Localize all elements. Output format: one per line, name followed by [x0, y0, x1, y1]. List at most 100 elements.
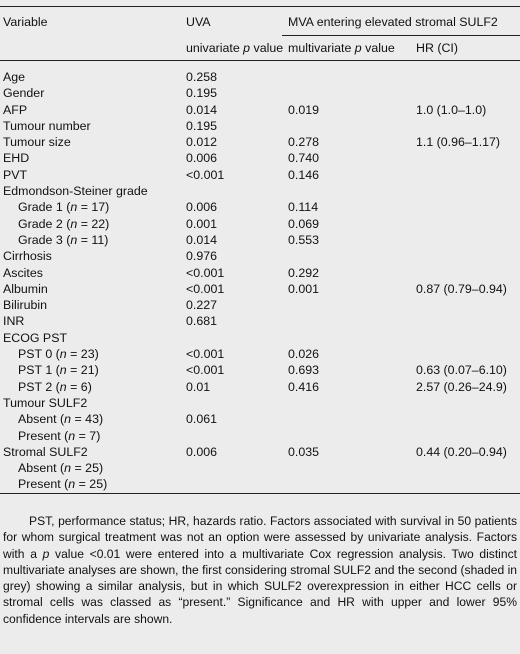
cell-multivariate-p — [282, 476, 412, 494]
cell-multivariate-p — [282, 118, 412, 134]
table-row: Stromal SULF2 0.006 0.035 0.44 (0.20–0.94) — [0, 444, 520, 460]
variable-label-pre: Grade 3 ( — [18, 232, 71, 247]
table-row: Gender 0.195 — [0, 85, 520, 101]
variable-label-pre: PST 0 ( — [18, 347, 60, 362]
cell-variable: Edmondson-Steiner grade — [3, 184, 148, 199]
cell-variable: ECOG PST — [3, 330, 68, 345]
variable-label-pre: Present ( — [18, 428, 69, 443]
header-mva: MVA entering elevated stromal SULF2 — [282, 6, 520, 36]
table-footnote: PST, performance status; HR, hazards rat… — [3, 513, 517, 627]
cell-univariate-p — [172, 183, 282, 199]
variable-label-post: = 43) — [71, 412, 104, 427]
cell-univariate-p — [172, 476, 282, 494]
table-row: Grade 2 (n = 22) 0.001 0.069 — [0, 216, 520, 232]
cell-multivariate-p: 0.553 — [288, 232, 320, 247]
cell-multivariate-p: 0.292 — [288, 265, 320, 280]
cell-multivariate-p: 0.001 — [288, 281, 320, 296]
cell-variable: Ascites — [3, 265, 43, 280]
variable-label-post: = 7) — [75, 428, 101, 443]
cell-variable: Grade 3 (n = 11) — [0, 232, 172, 248]
variable-n-italic: n — [59, 379, 67, 394]
cell-hr — [412, 330, 520, 346]
header-uva: UVA — [172, 6, 282, 36]
cell-hr — [412, 313, 520, 329]
cell-hr: 2.57 (0.26–24.9) — [416, 379, 507, 394]
cell-variable: Tumour size — [3, 135, 71, 150]
cell-variable: Stromal SULF2 — [3, 444, 88, 459]
cell-univariate-p: <0.001 — [186, 265, 225, 280]
cell-univariate-p: <0.001 — [186, 281, 225, 296]
table-row: AFP 0.014 0.019 1.0 (1.0–1.0) — [0, 102, 520, 118]
cell-univariate-p — [172, 395, 282, 411]
cell-hr — [412, 150, 520, 166]
cell-univariate-p: 0.014 — [186, 232, 218, 247]
cell-multivariate-p — [282, 395, 412, 411]
footnote-p-italic: p — [42, 546, 50, 561]
cell-variable: EHD — [3, 151, 30, 166]
cell-univariate-p: 0.258 — [186, 70, 218, 84]
cell-hr: 0.87 (0.79–0.94) — [416, 281, 507, 296]
cell-multivariate-p: 0.278 — [288, 135, 320, 150]
cell-variable: Albumin — [3, 281, 48, 296]
cell-univariate-p: 0.001 — [186, 216, 218, 231]
cell-variable: Present (n = 7) — [0, 428, 172, 444]
cell-hr — [412, 411, 520, 427]
table-row: Bilirubin 0.227 — [0, 297, 520, 313]
cell-hr — [412, 199, 520, 215]
variable-label-post: = 25) — [71, 461, 104, 476]
cell-multivariate-p — [282, 183, 412, 199]
cell-variable: AFP — [3, 102, 28, 117]
header-multivariate-pre: multivariate — [288, 41, 355, 55]
cell-multivariate-p — [282, 85, 412, 101]
cell-univariate-p: 0.681 — [186, 314, 218, 329]
header-row-1: Variable UVA MVA entering elevated strom… — [0, 6, 520, 36]
cell-univariate-p: <0.001 — [186, 167, 225, 182]
header-hr: HR (CI) — [412, 35, 520, 61]
header-variable: Variable — [0, 6, 172, 36]
cell-hr — [412, 85, 520, 101]
cell-univariate-p: 0.014 — [186, 102, 218, 117]
header-multivariate-p: multivariate p value — [282, 35, 412, 61]
results-table: Variable UVA MVA entering elevated strom… — [0, 6, 520, 494]
variable-n-italic: n — [70, 216, 78, 231]
cell-variable: INR — [3, 314, 25, 329]
table-row: Absent (n = 25) — [0, 460, 520, 476]
table-row: Albumin <0.001 0.001 0.87 (0.79–0.94) — [0, 281, 520, 297]
cell-variable: Tumour SULF2 — [3, 395, 88, 410]
cell-multivariate-p: 0.026 — [288, 347, 320, 362]
table-row: Age 0.258 — [0, 69, 520, 85]
cell-multivariate-p: 0.416 — [288, 379, 320, 394]
cell-multivariate-p: 0.146 — [288, 167, 320, 182]
table-row: EHD 0.006 0.740 — [0, 150, 520, 166]
variable-n-italic: n — [59, 347, 67, 362]
table-row: Present (n = 25) — [0, 476, 520, 494]
cell-variable: PST 2 (n = 6) — [0, 379, 172, 395]
header-value: value — [250, 40, 284, 55]
variable-n-italic: n — [59, 363, 67, 378]
cell-variable: Absent (n = 43) — [0, 411, 172, 427]
cell-multivariate-p — [282, 330, 412, 346]
cell-hr — [412, 476, 520, 494]
header-value-2: value — [361, 41, 395, 55]
header-row-2: univariate p value multivariate p value … — [0, 35, 520, 61]
table-row: PST 0 (n = 23) <0.001 0.026 — [0, 346, 520, 362]
variable-label-post: = 21) — [66, 363, 99, 378]
cell-hr — [412, 265, 520, 281]
header-blank — [0, 35, 172, 61]
cell-hr — [412, 118, 520, 134]
cell-hr: 1.1 (0.96–1.17) — [416, 135, 501, 150]
table-row: Tumour number 0.195 — [0, 118, 520, 134]
table-row: Ascites <0.001 0.292 — [0, 265, 520, 281]
variable-label-post: = 6) — [66, 379, 92, 394]
table-row: Present (n = 7) — [0, 428, 520, 444]
cell-variable: Grade 2 (n = 22) — [0, 216, 172, 232]
table-row: PST 2 (n = 6) 0.01 0.416 2.57 (0.26–24.9) — [0, 379, 520, 395]
variable-label-post: = 23) — [66, 347, 99, 362]
variable-n-italic: n — [64, 461, 72, 476]
cell-hr: 0.44 (0.20–0.94) — [416, 444, 507, 459]
cell-univariate-p: <0.001 — [186, 347, 225, 362]
variable-label-post: = 25) — [75, 477, 108, 492]
cell-hr: 1.0 (1.0–1.0) — [416, 102, 487, 117]
cell-hr — [412, 346, 520, 362]
cell-variable: Bilirubin — [3, 298, 48, 313]
